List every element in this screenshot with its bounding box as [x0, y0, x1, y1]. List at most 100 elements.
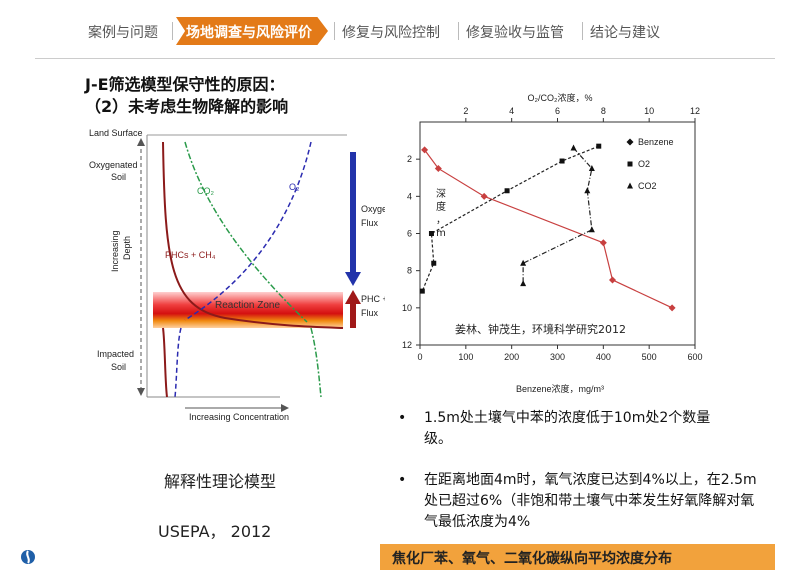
top-tick-label: 6 — [555, 106, 560, 116]
increasing-label: Increasing — [110, 230, 120, 272]
arrow-down-icon — [137, 388, 145, 396]
bottom-tick-label: 600 — [687, 352, 702, 362]
top-navigation: 案例与问题 场地调查与风险评价 修复与风险控制 修复验收与监管 结论与建议 — [0, 0, 800, 62]
benzene-point — [609, 276, 616, 284]
o2-point — [428, 231, 434, 236]
phc-curve — [162, 141, 344, 329]
oxygen-flux-label: Flux — [361, 218, 379, 228]
nav-tab-cases[interactable]: 案例与问题 — [88, 25, 158, 41]
series-line-o2 — [421, 145, 599, 292]
arrow-down-icon — [345, 272, 361, 286]
o2-point — [596, 143, 602, 149]
series-line-benzene — [424, 149, 673, 309]
bullet-text: 在距离地面4m时，氧气浓度已达到4%以上，在2.5m处已超过6%（非饱和带土壤气… — [424, 472, 757, 530]
bottom-tick-label: 400 — [596, 352, 611, 362]
phc-curve-lower — [162, 327, 168, 398]
y-tick-label: 2 — [407, 154, 412, 164]
co2-point — [570, 144, 577, 151]
reaction-zone-label: Reaction Zone — [215, 300, 280, 311]
benzene-point — [480, 192, 488, 200]
source-caption: USEPA， 2012 — [158, 522, 272, 541]
bullet-oxygen: • 在距离地面4m时，氧气浓度已达到4%以上，在2.5m处已超过6%（非饱和带土… — [398, 470, 760, 533]
land-surface-label: Land Surface — [89, 128, 143, 138]
soil-label-top: Soil — [111, 172, 126, 182]
bullet-icon: • — [398, 410, 407, 426]
top-axis-label: O₂/CO₂浓度，% — [528, 92, 593, 103]
o2-point — [431, 260, 437, 266]
series-line-co2 — [522, 147, 593, 284]
legend-marker — [626, 138, 634, 146]
nav-underline — [35, 58, 775, 59]
o2-point — [559, 158, 565, 164]
y-axis-label-char: 深 — [436, 188, 446, 200]
bottom-axis-label: Benzene浓度，mg/m³ — [516, 383, 604, 394]
model-caption: 解释性理论模型 — [164, 472, 277, 491]
y-tick-label: 6 — [407, 229, 412, 239]
nav-tab-conclusions[interactable]: 结论与建议 — [590, 25, 660, 41]
soil-label-bottom: Soil — [111, 362, 126, 372]
figure-title-bar — [380, 544, 775, 570]
o2-curve — [184, 141, 312, 321]
conceptual-model-diagram: Land Surface Oxygenated Soil Increasing … — [89, 128, 385, 422]
figure-title: 焦化厂苯、氧气、二氧化碳纵向平均浓度分布 — [392, 551, 672, 567]
organization-logo-icon — [21, 550, 35, 564]
y-tick-label: 12 — [402, 340, 412, 350]
bullet-benzene: • 1.5m处土壤气中苯的浓度低于10m处2个数量级。 — [398, 408, 738, 450]
impacted-label: Impacted — [97, 349, 134, 359]
plot-frame — [419, 121, 696, 346]
nav-tab-acceptance[interactable]: 修复验收与监管 — [466, 25, 564, 41]
legend-label: CO2 — [638, 181, 657, 191]
co2-point — [520, 280, 527, 287]
bottom-tick-label: 0 — [417, 352, 422, 362]
legend-marker — [627, 182, 633, 189]
nav-tab-remediation[interactable]: 修复与风险控制 — [342, 25, 440, 41]
benzene-point — [421, 146, 429, 154]
arrow-up-icon — [345, 290, 361, 304]
nav-divider — [172, 22, 173, 40]
phc-label: PHC + — [361, 294, 385, 304]
top-tick-label: 10 — [644, 106, 654, 116]
co2-curve — [184, 141, 308, 323]
y-tick-label: 10 — [402, 303, 412, 313]
nav-divider — [582, 22, 583, 40]
co2-point — [584, 187, 591, 194]
co2-point — [588, 226, 595, 233]
top-tick-label: 4 — [509, 106, 514, 116]
arrow-right-icon — [281, 404, 289, 412]
y-tick-label: 8 — [407, 266, 412, 276]
legend-label: O2 — [638, 159, 650, 169]
bottom-tick-label: 100 — [458, 352, 473, 362]
legend-label: Benzene — [638, 137, 674, 147]
o2-label: O₂ — [289, 182, 300, 192]
bottom-tick-label: 500 — [642, 352, 657, 362]
phc-flux-label: Flux — [361, 308, 379, 318]
depth-label: Depth — [122, 236, 132, 260]
top-tick-label: 12 — [690, 106, 700, 116]
bullet-text: 1.5m处土壤气中苯的浓度低于10m处2个数量级。 — [424, 410, 711, 447]
slide-title-line2: （2）未考虑生物降解的影响 — [85, 97, 289, 116]
co2-label: CO₂ — [197, 186, 215, 196]
nav-tab-site-investigation[interactable]: 场地调查与风险评价 — [186, 25, 312, 41]
top-tick-label: 8 — [601, 106, 606, 116]
y-axis-label-char: 度 — [436, 200, 446, 213]
co2-point — [588, 164, 595, 171]
o2-curve-lower — [174, 327, 182, 398]
y-axis-label-char: m — [436, 228, 446, 239]
y-tick-label: 4 — [407, 191, 412, 201]
y-axis-label-char: ， — [436, 215, 446, 226]
bottom-tick-label: 200 — [504, 352, 519, 362]
slide-title-line1: J-E筛选模型保守性的原因： — [85, 75, 285, 94]
oxygen-label: Oxygen — [361, 204, 385, 214]
arrow-up-icon — [137, 138, 145, 146]
co2-point — [520, 259, 527, 266]
phcs-label: PHCs + CH₄ — [165, 250, 216, 260]
concentration-label: Increasing Concentration — [189, 412, 289, 422]
bottom-tick-label: 300 — [550, 352, 565, 362]
top-tick-label: 2 — [463, 106, 468, 116]
legend-marker — [627, 161, 633, 167]
oxygenated-label: Oxygenated — [89, 160, 138, 170]
benzene-point — [599, 239, 607, 247]
nav-divider — [458, 22, 459, 40]
o2-point — [419, 288, 425, 294]
